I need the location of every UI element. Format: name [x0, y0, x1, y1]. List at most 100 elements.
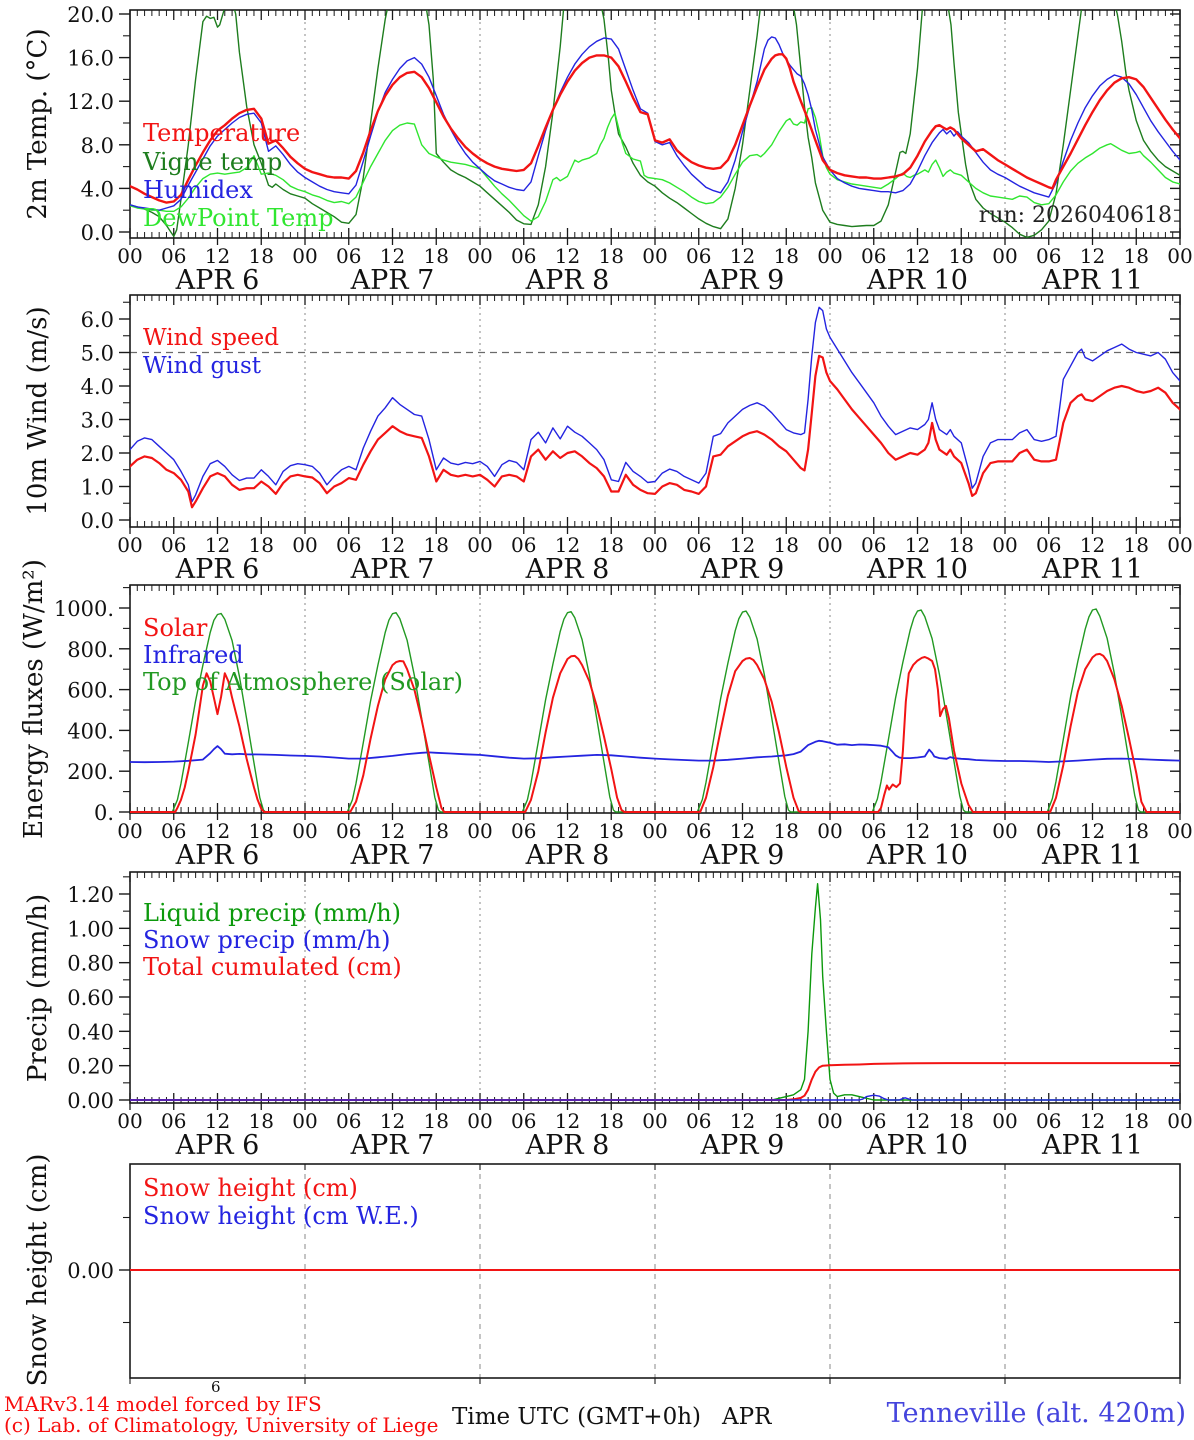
day-label: APR 9 [700, 840, 785, 871]
hour-tick-label: 06 [861, 533, 886, 557]
hour-tick-label: 06 [686, 819, 711, 843]
y-tick-label: 2.0 [81, 442, 114, 466]
hour-tick-label: 12 [380, 819, 405, 843]
hour-tick-label: 06 [686, 533, 711, 557]
hour-tick-label: 00 [642, 1109, 667, 1133]
hour-tick-label: 12 [205, 819, 230, 843]
panel-3: 0. 200. 400. 600. 800. 1000. 00 06 12 18 00 06 12 18 0… [54, 584, 1193, 871]
y-tick-label: 1000. [54, 597, 114, 621]
panel-2: 0.0 1.0 2.0 3.0 4.0 5.0 6.0 00 06 12 18 00 06 12 18 00 0… [81, 294, 1193, 585]
hour-tick-label: 18 [774, 1109, 799, 1133]
hour-tick-label: 12 [1080, 819, 1105, 843]
y-tick-label: 600. [67, 679, 114, 703]
hour-tick-label: 12 [205, 1109, 230, 1133]
y-tick-label: 800. [67, 638, 114, 662]
hour-tick-label: 00 [292, 244, 317, 268]
series-temperature [130, 53, 1180, 204]
hour-tick-label: 00 [1167, 244, 1192, 268]
hour-tick-label: 18 [949, 819, 974, 843]
series-wind-speed [130, 354, 1180, 509]
y-axis-label-snow-height: Snow height (cm) [23, 1153, 53, 1387]
y-tick-label: 0.0 [81, 509, 114, 533]
y-tick-label: 200. [67, 760, 114, 784]
hour-tick-label: 12 [555, 1109, 580, 1133]
hour-tick-label: 18 [949, 533, 974, 557]
day-label: APR 11 [1041, 554, 1143, 585]
hour-tick-label: 18 [774, 819, 799, 843]
hour-tick-label: 18 [599, 1109, 624, 1133]
hour-tick-label: 06 [861, 819, 886, 843]
y-tick-label: 0.00 [67, 1089, 114, 1113]
hour-tick-label: 00 [817, 1109, 842, 1133]
hour-tick-label: 12 [380, 1109, 405, 1133]
hour-tick-label: 18 [1124, 533, 1149, 557]
hour-tick-label: 06 [336, 1109, 361, 1133]
series-solar [130, 652, 1180, 813]
y-tick-label: 6.0 [81, 308, 114, 332]
day-label: APR 7 [350, 554, 435, 585]
day-label: APR 11 [1041, 265, 1143, 296]
run-label: run: 2026040618 [978, 203, 1172, 228]
hour-tick-label: 06 [861, 244, 886, 268]
hour-tick-label: 06 [161, 819, 186, 843]
y-tick-label: 0.60 [67, 986, 114, 1010]
station-label: Tenneville (alt. 420m) [886, 1398, 1186, 1429]
hour-tick-label: 12 [555, 533, 580, 557]
hour-tick-label: 18 [249, 819, 274, 843]
hour-tick-label: 00 [992, 1109, 1017, 1133]
hour-tick-label: 00 [467, 819, 492, 843]
y-tick-label: 8.0 [81, 134, 114, 158]
hour-tick-label: 00 [292, 533, 317, 557]
month-label: APR [722, 1404, 772, 1430]
day-label: APR 7 [350, 265, 435, 296]
hour-tick-label: 00 [292, 819, 317, 843]
panel-1: 0.0 4.0 8.0 12.0 16.0 20.0 00 06 12 18 00 06 12 18 00 0… [67, 3, 1192, 296]
hour-tick-label: 12 [1080, 1109, 1105, 1133]
hour-tick-label: 12 [555, 819, 580, 843]
legend-solar: Solar [143, 614, 208, 642]
hour-tick-label: 06 [336, 533, 361, 557]
panel-4: 0.00 0.20 0.40 0.60 0.80 1.00 1.20 00 06 12 18 00 06… [67, 871, 1193, 1161]
legend-liquid-precip: Liquid precip (mm/h) [143, 899, 402, 927]
hour-tick-label: 00 [467, 1109, 492, 1133]
credit-lab: (c) Lab. of Climatology, University of L… [4, 1413, 439, 1437]
hour-tick-label: 12 [205, 244, 230, 268]
hour-tick-label: 18 [1124, 244, 1149, 268]
hour-tick-label: 06 [1036, 1109, 1061, 1133]
hour-tick-label: 00 [292, 1109, 317, 1133]
y-tick-label: 0.0 [81, 221, 114, 245]
hour-tick-label: 00 [1167, 533, 1192, 557]
hour-tick-label: 00 [117, 533, 142, 557]
hour-tick-label: 00 [117, 1109, 142, 1133]
series-humidex [130, 36, 1180, 211]
hour-tick-label: 06 [686, 244, 711, 268]
hour-tick-label: 12 [1080, 244, 1105, 268]
hour-tick-label: 12 [380, 244, 405, 268]
day-label: APR 8 [525, 840, 610, 871]
hour-tick-label: 00 [642, 533, 667, 557]
y-tick-label: 12.0 [67, 90, 114, 114]
hour-tick-label: 00 [817, 244, 842, 268]
legend-snow-height-we: Snow height (cm W.E.) [143, 1202, 419, 1230]
hour-tick-label: 06 [861, 1109, 886, 1133]
hour-tick-label: 18 [1124, 1109, 1149, 1133]
hour-tick-label: 12 [730, 1109, 755, 1133]
day-label: APR 10 [866, 1130, 968, 1161]
hour-tick-label: 18 [424, 1109, 449, 1133]
hour-tick-label: 06 [511, 1109, 536, 1133]
hour-tick-label: 06 [511, 244, 536, 268]
y-axis-label-temperature: 2m Temp. (°C) [23, 28, 53, 220]
hour-tick-label: 18 [599, 533, 624, 557]
hour-tick-label: 00 [642, 244, 667, 268]
legend-total-cumulated: Total cumulated (cm) [143, 953, 402, 981]
hour-tick-label: 00 [992, 244, 1017, 268]
legend-temperature: Temperature [143, 119, 301, 147]
hour-tick-label: 00 [467, 533, 492, 557]
y-tick-label: 0.20 [67, 1055, 114, 1079]
legend-dewpoint-temp: DewPoint Temp [143, 204, 334, 232]
hour-tick-label: 12 [730, 244, 755, 268]
y-tick-label: 4.0 [81, 177, 114, 201]
panel-5: 0.00 [67, 1163, 1181, 1384]
y-axis-label-precip: Precip (mm/h) [23, 893, 53, 1083]
